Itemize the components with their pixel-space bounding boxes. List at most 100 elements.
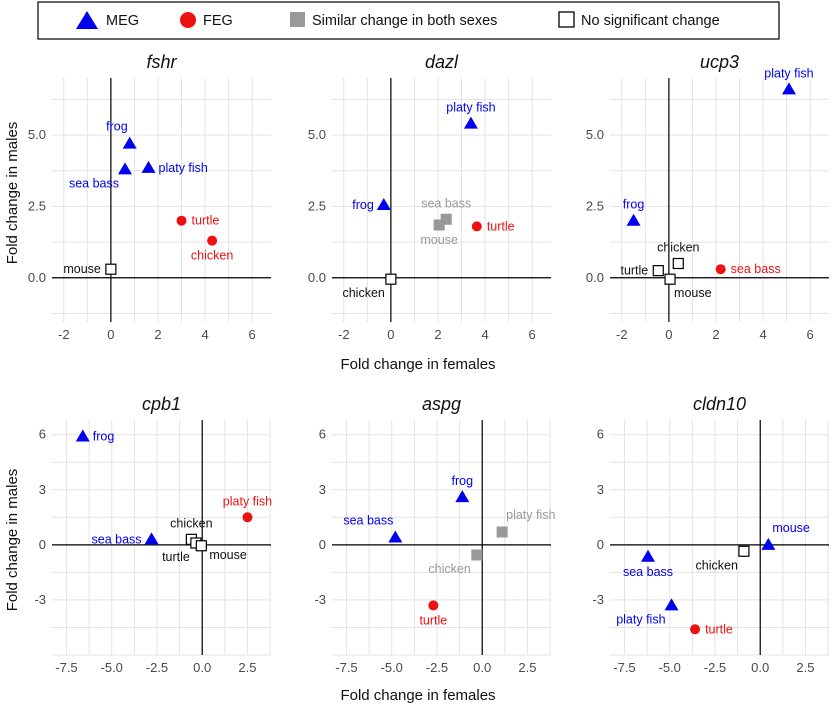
point-frog-triangle xyxy=(122,136,137,149)
x-tick-label: 0 xyxy=(387,327,394,342)
legend-meg-triangle-icon xyxy=(76,11,98,29)
point-turtle-circle xyxy=(471,221,482,232)
point-frog-label: frog xyxy=(623,198,645,212)
point-mouse-label: mouse xyxy=(674,286,712,300)
x-tick-label: -7.5 xyxy=(55,660,77,675)
x-tick-label: 2.5 xyxy=(518,660,536,675)
x-tick-label: 6 xyxy=(529,327,536,342)
point-frog-label: frog xyxy=(352,198,374,212)
panel-cpb1: cpb1 -7.5 -5.0 -2.5 0.0 2.5 -3 0 3 6 frog platy fis… xyxy=(34,394,272,675)
legend-ns-label: No significant change xyxy=(581,13,720,29)
point-chicken-open-square xyxy=(672,257,684,270)
panel-title: fshr xyxy=(146,52,177,72)
point-turtle-label: turtle xyxy=(419,613,447,627)
panel-fshr: fshr -2 0 2 4 6 0.0 2.5 5.0 frog sea bass platy fis… xyxy=(28,52,271,342)
x-tick-label: 0 xyxy=(665,327,672,342)
point-mouse-square xyxy=(433,219,445,231)
x-tick-label: -2 xyxy=(616,327,628,342)
point-platy-fish-label: platy fish xyxy=(446,101,495,115)
point-sea-bass-triangle xyxy=(641,549,656,562)
x-axis-label-top: Fold change in females xyxy=(340,356,495,373)
x-tick-label: 4 xyxy=(201,327,208,342)
point-turtle-open-square xyxy=(652,265,664,277)
point-mouse-label: mouse xyxy=(63,262,101,276)
point-turtle-label: turtle xyxy=(192,214,220,228)
point-sea-bass-square xyxy=(440,213,452,225)
legend-feg-label: FEG xyxy=(203,13,233,29)
point-chicken-circle xyxy=(207,235,218,246)
point-chicken-square xyxy=(471,549,483,561)
x-tick-label: -2 xyxy=(58,327,70,342)
point-chicken-label: chicken xyxy=(342,286,384,300)
point-platy-fish-label: platy fish xyxy=(159,161,208,175)
point-sea-bass-triangle xyxy=(118,162,132,175)
y-tick-label: 3 xyxy=(319,482,326,497)
point-frog-triangle xyxy=(75,429,90,442)
point-frog-label: frog xyxy=(452,474,474,488)
x-tick-label: 2 xyxy=(154,327,161,342)
point-sea-bass-triangle xyxy=(144,532,159,545)
point-chicken-label: chicken xyxy=(657,240,699,254)
x-tick-label: -5.0 xyxy=(101,660,123,675)
y-tick-label: -3 xyxy=(34,592,46,607)
point-mouse-triangle xyxy=(761,537,776,550)
point-platy-fish-triangle xyxy=(141,160,156,173)
y-tick-label: 0 xyxy=(597,537,604,552)
point-platy-fish-label: platy fish xyxy=(506,508,555,522)
x-tick-label: 0.0 xyxy=(473,660,491,675)
y-tick-label: 5.0 xyxy=(586,127,604,142)
point-frog-triangle xyxy=(455,490,470,503)
x-tick-label: 6 xyxy=(807,327,814,342)
x-tick-label: 0 xyxy=(107,327,114,342)
point-platy-fish-label: platy fish xyxy=(616,612,665,626)
point-mouse-label: mouse xyxy=(420,233,458,247)
point-turtle-circle xyxy=(176,215,187,226)
y-tick-label: 6 xyxy=(39,427,46,442)
panel-title: cldn10 xyxy=(693,394,746,414)
x-tick-label: -2.5 xyxy=(704,660,726,675)
panel-aspg: aspg -7.5 -5.0 -2.5 0.0 2.5 -3 0 3 6 frog sea bass p… xyxy=(314,394,555,675)
point-chicken-open-square xyxy=(385,273,397,285)
x-tick-label: 0.0 xyxy=(751,660,769,675)
point-platy-fish-label: platy fish xyxy=(223,494,272,508)
point-sea-bass-circle xyxy=(715,264,726,275)
legend-meg-label: MEG xyxy=(106,13,139,29)
x-tick-label: -2.5 xyxy=(426,660,448,675)
x-tick-label: 4 xyxy=(759,327,766,342)
legend-feg-circle-icon xyxy=(180,12,196,28)
x-tick-label: -5.0 xyxy=(659,660,681,675)
y-tick-label: 2.5 xyxy=(586,198,604,213)
panel-title: cpb1 xyxy=(142,394,181,414)
point-sea-bass-label: sea bass xyxy=(421,196,471,210)
point-sea-bass-label: sea bass xyxy=(731,262,781,276)
point-mouse-open-square xyxy=(195,540,207,552)
point-turtle-label: turtle xyxy=(620,264,648,278)
y-tick-label: 6 xyxy=(597,427,604,442)
y-tick-label: 0 xyxy=(39,537,46,552)
point-chicken-label: chicken xyxy=(191,249,233,263)
point-sea-bass-label: sea bass xyxy=(92,532,142,546)
y-tick-label: 2.5 xyxy=(28,198,46,213)
point-mouse-open-square xyxy=(105,263,117,275)
x-axis-label-bottom: Fold change in females xyxy=(340,687,495,704)
point-sea-bass-label: sea bass xyxy=(343,514,393,528)
legend-both-label: Similar change in both sexes xyxy=(312,13,497,29)
y-tick-label: -3 xyxy=(314,592,326,607)
point-frog-label: frog xyxy=(93,430,115,444)
y-tick-label: -3 xyxy=(592,592,604,607)
point-mouse-open-square xyxy=(664,273,676,285)
y-axis-label-top: Fold change in males xyxy=(4,122,21,265)
point-frog-triangle xyxy=(626,213,641,226)
y-tick-label: 3 xyxy=(39,482,46,497)
y-tick-label: 0 xyxy=(319,537,326,552)
x-tick-label: 2 xyxy=(434,327,441,342)
x-tick-label: 4 xyxy=(481,327,488,342)
point-turtle-circle xyxy=(428,600,439,611)
panel-ucp3: ucp3 -2 0 2 4 6 0.0 2.5 5.0 platy fish frog chicken… xyxy=(586,52,829,342)
x-tick-label: 6 xyxy=(249,327,256,342)
x-tick-label: -2 xyxy=(338,327,350,342)
point-turtle-label: turtle xyxy=(487,219,515,233)
panel-dazl: dazl -2 0 2 4 6 0.0 2.5 5.0 platy fish frog sea bas… xyxy=(308,52,551,342)
x-tick-label: 0.0 xyxy=(193,660,211,675)
point-chicken-label: chicken xyxy=(696,558,738,572)
